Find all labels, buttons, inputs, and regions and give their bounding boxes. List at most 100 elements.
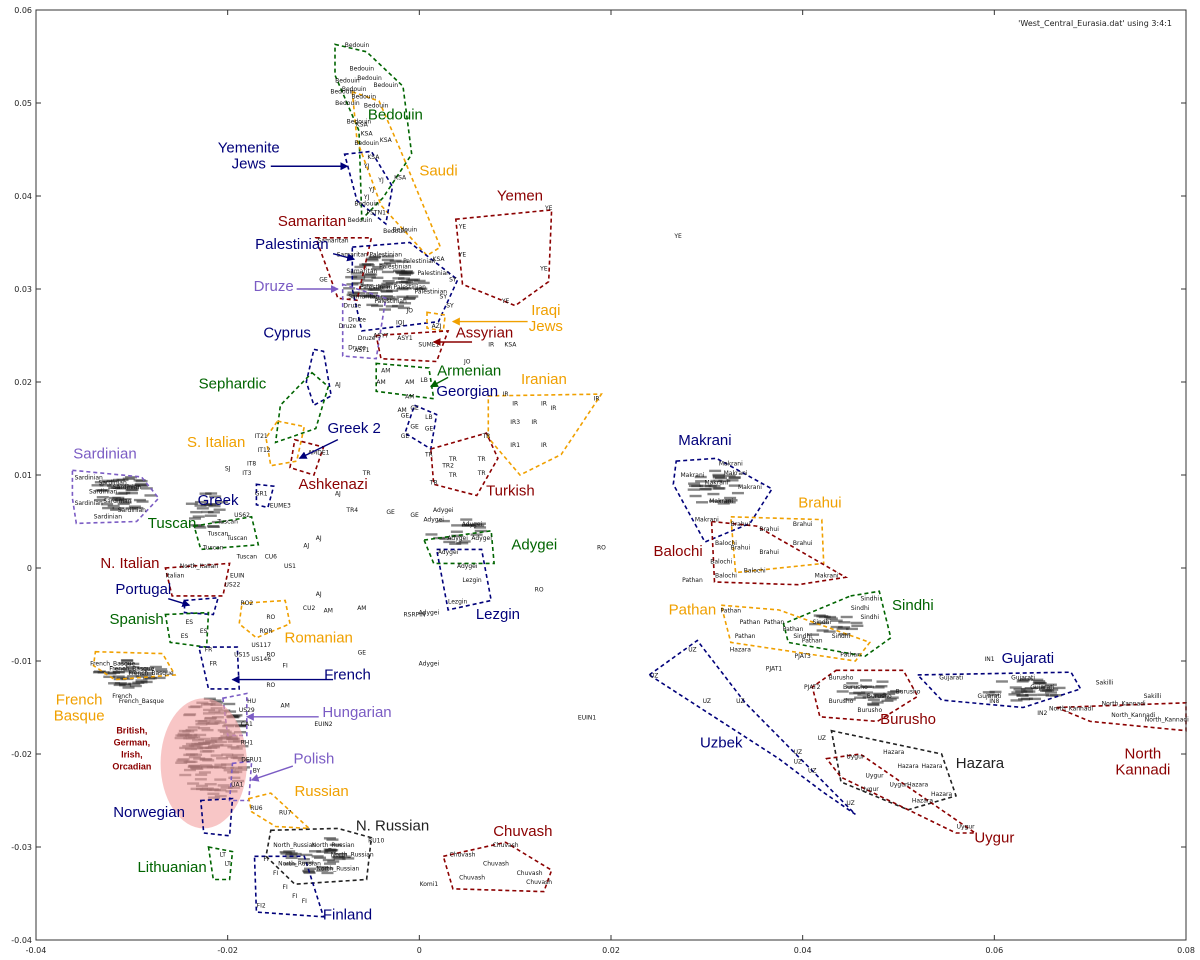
sample-point: Bedouin [351,93,376,100]
dense-sample-mark [353,275,366,278]
dense-sample-mark [122,477,135,480]
sample-point: Gujarati [978,693,1002,700]
yemenite-jews-label: Yemenite Jews [218,139,280,172]
sample-point: Pathan [783,626,804,633]
dense-sample-mark [321,867,334,870]
dense-sample-mark [316,850,329,853]
yemenite-jews-outline [343,150,394,226]
sample-point: Druze [343,303,361,310]
sample-point: FI2 [257,902,266,909]
sample-point: RH1 [241,740,254,747]
dense-sample-mark [289,852,302,856]
dense-sample-mark [280,852,293,855]
sample-point: Palestinian [394,284,427,291]
sample-point: TR [424,451,433,458]
sample-point: Sindhi [793,633,812,640]
dense-sample-mark [874,695,887,699]
turkish-outline [429,432,499,497]
dense-sample-mark [450,530,463,533]
sample-point: AJ [316,591,322,598]
dense-sample-mark [141,671,154,675]
dense-sample-mark [185,502,198,505]
sample-point: Tuscan [236,554,258,561]
sample-point: IR1 [510,442,520,449]
sample-point: Burusho [857,707,882,714]
sample-point: Adygei [419,610,440,617]
sample-point: ES [186,619,194,626]
y-tick-label: -0.01 [11,657,32,666]
dense-sample-mark [695,480,708,483]
sample-point: Uygur [957,823,976,830]
dense-sample-mark [353,277,366,280]
sample-point: KSA [361,131,374,138]
sample-point: IN8 [989,698,999,705]
dense-sample-mark [846,685,859,689]
sample-point: French_Basque [128,670,173,677]
dense-sample-mark [323,837,336,840]
sephardic-outline [274,371,330,444]
sample-point: TR [481,433,490,440]
sample-point: Uygur [846,754,865,761]
balochi-outline [710,520,849,586]
sample-point: Druze [339,323,357,330]
dense-sample-mark [327,860,340,863]
sample-point: Brahui [793,540,813,547]
sample-point: Brahui [759,526,779,533]
dense-sample-mark [115,499,128,502]
dense-sample-mark [1037,693,1050,697]
dense-sample-mark [1053,686,1066,690]
dense-sample-mark [724,496,737,500]
sample-point: UA1 [231,782,243,789]
sample-point: JO [463,358,471,365]
makrani-label: Makrani [678,432,731,449]
dense-sample-mark [378,308,391,311]
dense-sample-mark [449,542,462,545]
y-tick-label: 0.04 [14,192,32,201]
dense-sample-mark [451,524,464,527]
sample-point: YE [458,251,467,258]
sample-point: Makrani [704,479,728,486]
sample-point: Sardinian [103,498,131,505]
dense-sample-mark [872,692,885,696]
dense-sample-mark [101,479,114,483]
sample-point: Bedouin [354,140,379,147]
sample-point: IR [512,400,518,407]
samaritan-outline [314,237,373,302]
pathan-label: Pathan [669,602,717,619]
sample-point: Lezgin [448,598,468,605]
gujarati-outline [915,671,1082,709]
dense-sample-mark [194,526,207,529]
sample-point: AJ [335,490,341,497]
sample-point: Pathan [764,619,785,626]
sample-point: Makrani [815,572,839,579]
sample-point: AM [376,379,385,386]
norwegian-outline [199,797,234,837]
sample-point: GR1 [255,490,268,497]
sample-point: GE [319,277,328,284]
sample-point: CA1 [241,721,253,728]
dense-sample-mark [333,857,346,861]
dense-sample-mark [350,294,363,297]
dense-sample-mark [723,474,736,477]
dense-sample-mark [115,492,128,495]
chuvash-outline [442,841,553,893]
dense-sample-mark [92,671,105,674]
dense-sample-mark [881,699,894,703]
sample-point: AJ [335,382,341,389]
dense-sample-mark [1033,680,1046,683]
dense-sample-mark [155,668,168,671]
sample-point: IR [541,400,547,407]
sample-point: LB [420,377,427,384]
dense-sample-mark [117,502,130,505]
dense-sample-mark [696,501,709,504]
s-italian-label: S. Italian [187,434,245,451]
dense-sample-mark [439,537,452,540]
dense-sample-mark [876,680,889,683]
sample-point: IR [551,405,557,412]
sample-point: Pathan [740,619,761,626]
sample-point: YJ [363,163,370,170]
dense-sample-mark [860,691,873,694]
dense-sample-mark [399,302,412,305]
sample-point: YE [539,265,548,272]
x-tick-label: 0.04 [794,946,812,955]
